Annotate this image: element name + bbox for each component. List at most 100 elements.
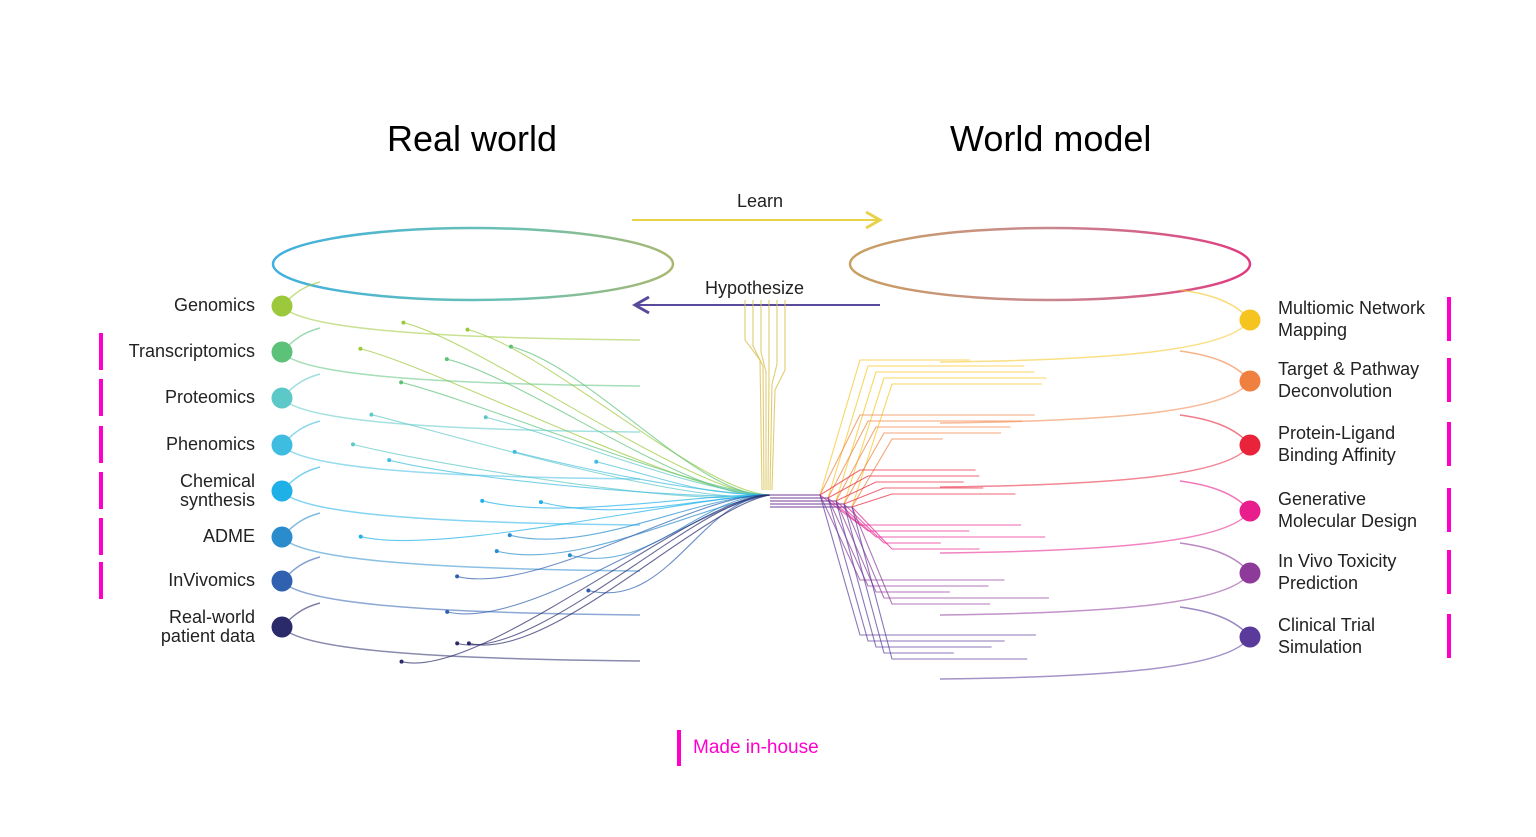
in-house-marker	[99, 472, 103, 509]
right-node-dot	[1239, 626, 1261, 648]
data-point	[483, 415, 488, 420]
data-point	[508, 344, 513, 349]
circuit-trace	[770, 500, 1046, 538]
data-flow-curve	[447, 494, 771, 615]
hypothesize-label: Hypothesize	[705, 278, 805, 298]
circuit-trace	[752, 300, 765, 491]
data-flow-curve	[400, 381, 771, 496]
left-node-label: Real-world patient data	[160, 607, 255, 646]
left-node-dot	[271, 434, 293, 456]
left-node-dot	[271, 341, 293, 363]
right-ring-arc	[1179, 480, 1251, 512]
circuit-trace	[770, 503, 954, 654]
data-flow-curve	[403, 322, 771, 496]
data-flow-curve	[360, 494, 771, 542]
in-house-marker	[1447, 550, 1451, 594]
left-node-label: Phenomics	[165, 434, 255, 454]
right-ring-arc	[1179, 542, 1251, 574]
in-house-marker	[99, 562, 103, 599]
data-flow-curve	[588, 494, 771, 594]
data-point	[358, 346, 363, 351]
data-point	[512, 449, 517, 454]
data-flow-curve	[401, 494, 771, 664]
right-ring-arc	[1179, 414, 1251, 446]
world-model-ring	[848, 226, 1252, 302]
left-node-label: InVivomics	[168, 570, 255, 590]
real-world-title: Real world	[387, 118, 558, 159]
right-node-label: In Vivo Toxicity Prediction	[1278, 551, 1397, 593]
data-point	[455, 641, 460, 646]
right-node-label: Protein-Ligand Binding Affinity	[1278, 423, 1396, 465]
data-flow-curve	[485, 416, 771, 496]
in-house-marker	[99, 333, 103, 370]
data-point	[507, 533, 512, 538]
left-ring-arc	[281, 397, 641, 433]
data-point	[567, 553, 572, 558]
data-point	[586, 588, 591, 593]
left-node-dot	[271, 570, 293, 592]
data-point	[351, 442, 356, 447]
data-flow-curve	[467, 329, 771, 496]
left-node-label: Chemical synthesis	[179, 471, 255, 510]
left-ring-arc	[281, 580, 641, 616]
right-node-label: Target & Pathway Deconvolution	[1278, 359, 1420, 401]
left-ring-arc	[281, 351, 641, 387]
circuit-trace	[770, 506, 980, 550]
left-node-dot	[271, 616, 293, 638]
in-house-marker	[99, 426, 103, 463]
circuit-trace	[770, 494, 1022, 526]
left-ring-arc	[281, 626, 641, 662]
data-flow-curve	[468, 494, 771, 646]
circuit-trace	[770, 426, 1011, 502]
circuit-trace	[770, 365, 1025, 499]
right-ring-arc	[939, 510, 1251, 554]
data-point	[444, 357, 449, 362]
in-house-marker	[1447, 358, 1451, 402]
data-point	[399, 659, 404, 664]
data-point	[466, 641, 471, 646]
data-point	[369, 412, 374, 417]
right-node-dot	[1239, 500, 1261, 522]
right-node-dot	[1239, 434, 1261, 456]
circuit-trace	[770, 500, 992, 648]
right-node-label: Generative Molecular Design	[1278, 489, 1418, 531]
data-point	[480, 498, 485, 503]
in-house-marker	[1447, 422, 1451, 466]
right-ring-arc	[1179, 289, 1251, 321]
left-ring-arc	[281, 536, 641, 572]
data-point	[465, 327, 470, 332]
right-node-label: Clinical Trial Simulation	[1278, 615, 1376, 657]
circuit-trace	[767, 300, 770, 491]
circuit-trace	[744, 300, 763, 491]
real-world-ring	[271, 226, 675, 302]
left-node-dot	[271, 526, 293, 548]
data-point	[387, 458, 392, 463]
circuit-trace	[770, 487, 984, 505]
learn-label: Learn	[737, 191, 784, 211]
left-node-label: Genomics	[173, 295, 255, 315]
circuit-trace	[770, 438, 943, 508]
circuit-trace	[770, 497, 1005, 642]
data-flow-curve	[510, 346, 771, 496]
in-house-marker	[99, 379, 103, 416]
data-point	[445, 609, 450, 614]
left-node-label: Transcriptomics	[128, 341, 255, 361]
data-flow-curve	[482, 494, 771, 509]
made-in-house-legend: Made in-house	[677, 730, 819, 766]
left-ring-arc	[281, 490, 641, 526]
data-flow-curve	[514, 451, 771, 496]
right-ring-arc	[1179, 350, 1251, 382]
right-ring-arc	[939, 444, 1251, 488]
circuit-trace	[770, 432, 1001, 505]
data-point	[594, 459, 599, 464]
data-point	[401, 320, 406, 325]
data-point	[494, 549, 499, 554]
left-node-label: Proteomics	[164, 387, 255, 407]
right-node-dot	[1239, 370, 1261, 392]
right-ring-arc	[939, 380, 1251, 424]
right-ring-arc	[939, 319, 1251, 363]
data-flow-curve	[456, 494, 771, 580]
left-node-dot	[271, 480, 293, 502]
circuit-trace	[770, 506, 1028, 660]
